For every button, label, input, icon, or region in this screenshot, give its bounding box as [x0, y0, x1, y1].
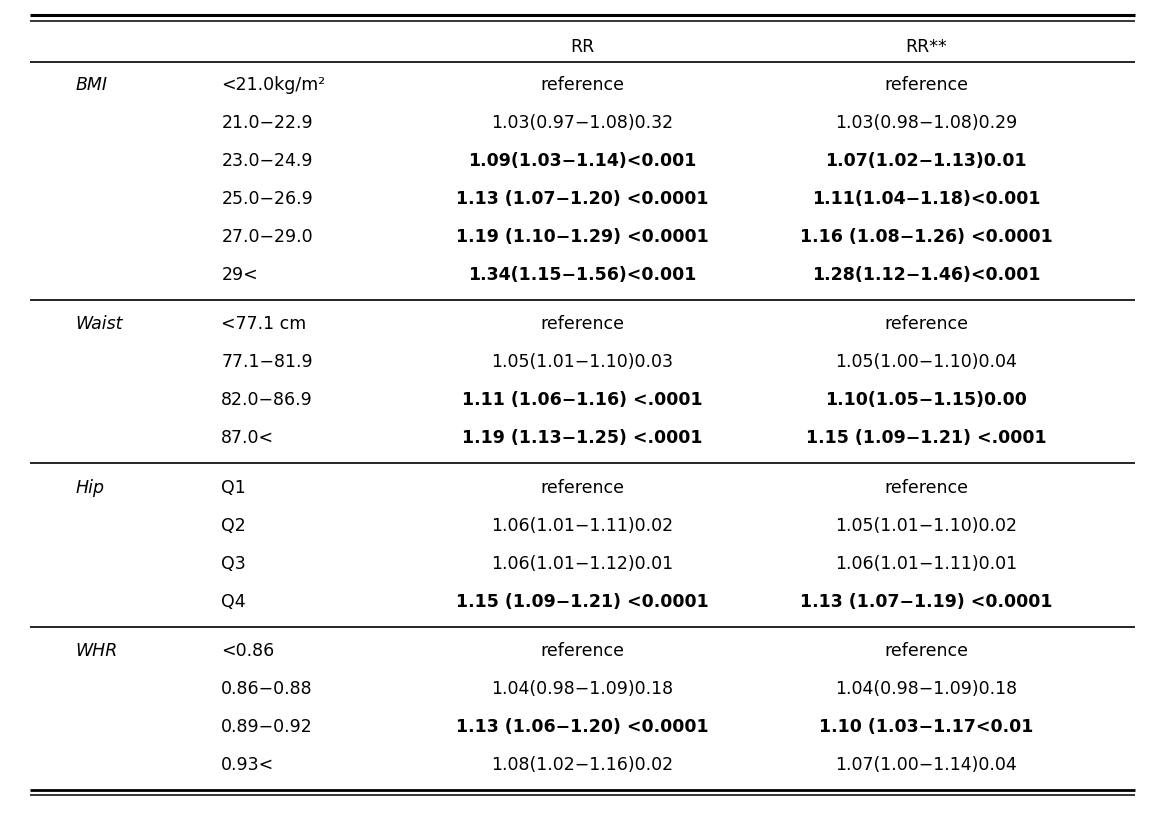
Text: 1.10 (1.03−1.17<0.01: 1.10 (1.03−1.17<0.01: [819, 718, 1033, 737]
Text: 1.07(1.00−1.14)0.04: 1.07(1.00−1.14)0.04: [835, 757, 1017, 774]
Text: 1.06(1.01−1.11)0.01: 1.06(1.01−1.11)0.01: [835, 555, 1017, 573]
Text: 1.34(1.15−1.56)<0.001: 1.34(1.15−1.56)<0.001: [468, 266, 697, 284]
Text: Q1: Q1: [221, 479, 246, 497]
Text: 82.0−86.9: 82.0−86.9: [221, 391, 313, 410]
Text: 1.07(1.02−1.13)0.01: 1.07(1.02−1.13)0.01: [825, 152, 1028, 170]
Text: reference: reference: [884, 642, 968, 660]
Text: reference: reference: [884, 479, 968, 497]
Text: 1.03(0.97−1.08)0.32: 1.03(0.97−1.08)0.32: [492, 114, 673, 132]
Text: 0.93<: 0.93<: [221, 757, 275, 774]
Text: 1.09(1.03−1.14)<0.001: 1.09(1.03−1.14)<0.001: [468, 152, 697, 170]
Text: 77.1−81.9: 77.1−81.9: [221, 354, 313, 371]
Text: 1.15 (1.09−1.21) <.0001: 1.15 (1.09−1.21) <.0001: [806, 430, 1046, 447]
Text: 1.05(1.01−1.10)0.02: 1.05(1.01−1.10)0.02: [835, 517, 1017, 535]
Text: 1.11(1.04−1.18)<0.001: 1.11(1.04−1.18)<0.001: [812, 190, 1040, 208]
Text: 21.0−22.9: 21.0−22.9: [221, 114, 313, 132]
Text: reference: reference: [541, 479, 624, 497]
Text: 1.08(1.02−1.16)0.02: 1.08(1.02−1.16)0.02: [492, 757, 673, 774]
Text: RR**: RR**: [905, 38, 947, 56]
Text: 1.03(0.98−1.08)0.29: 1.03(0.98−1.08)0.29: [835, 114, 1017, 132]
Text: <77.1 cm: <77.1 cm: [221, 315, 306, 334]
Text: 1.16 (1.08−1.26) <0.0001: 1.16 (1.08−1.26) <0.0001: [800, 228, 1052, 246]
Text: 1.11 (1.06−1.16) <.0001: 1.11 (1.06−1.16) <.0001: [463, 391, 702, 410]
Text: 1.15 (1.09−1.21) <0.0001: 1.15 (1.09−1.21) <0.0001: [457, 593, 708, 611]
Text: 27.0−29.0: 27.0−29.0: [221, 228, 313, 246]
Text: Q2: Q2: [221, 517, 246, 535]
Text: 1.05(1.00−1.10)0.04: 1.05(1.00−1.10)0.04: [835, 354, 1017, 371]
Text: Q4: Q4: [221, 593, 246, 611]
Text: 1.28(1.12−1.46)<0.001: 1.28(1.12−1.46)<0.001: [812, 266, 1040, 284]
Text: reference: reference: [541, 315, 624, 334]
Text: <21.0kg/m²: <21.0kg/m²: [221, 76, 325, 94]
Text: 1.05(1.01−1.10)0.03: 1.05(1.01−1.10)0.03: [492, 354, 673, 371]
Text: 1.06(1.01−1.11)0.02: 1.06(1.01−1.11)0.02: [492, 517, 673, 535]
Text: reference: reference: [884, 76, 968, 94]
Text: <0.86: <0.86: [221, 642, 275, 660]
Text: reference: reference: [541, 76, 624, 94]
Text: WHR: WHR: [76, 642, 118, 660]
Text: 1.19 (1.13−1.25) <.0001: 1.19 (1.13−1.25) <.0001: [463, 430, 702, 447]
Text: RR: RR: [571, 38, 594, 56]
Text: 1.19 (1.10−1.29) <0.0001: 1.19 (1.10−1.29) <0.0001: [457, 228, 708, 246]
Text: 87.0<: 87.0<: [221, 430, 275, 447]
Text: reference: reference: [541, 642, 624, 660]
Text: Waist: Waist: [76, 315, 123, 334]
Text: 1.10(1.05−1.15)0.00: 1.10(1.05−1.15)0.00: [825, 391, 1028, 410]
Text: 1.13 (1.06−1.20) <0.0001: 1.13 (1.06−1.20) <0.0001: [457, 718, 708, 737]
Text: 23.0−24.9: 23.0−24.9: [221, 152, 313, 170]
Text: 0.86−0.88: 0.86−0.88: [221, 681, 313, 698]
Text: BMI: BMI: [76, 76, 107, 94]
Text: 1.13 (1.07−1.19) <0.0001: 1.13 (1.07−1.19) <0.0001: [800, 593, 1052, 611]
Text: reference: reference: [884, 315, 968, 334]
Text: 1.13 (1.07−1.20) <0.0001: 1.13 (1.07−1.20) <0.0001: [457, 190, 708, 208]
Text: 25.0−26.9: 25.0−26.9: [221, 190, 313, 208]
Text: 0.89−0.92: 0.89−0.92: [221, 718, 313, 737]
Text: 29<: 29<: [221, 266, 259, 284]
Text: 1.06(1.01−1.12)0.01: 1.06(1.01−1.12)0.01: [492, 555, 673, 573]
Text: 1.04(0.98−1.09)0.18: 1.04(0.98−1.09)0.18: [835, 681, 1017, 698]
Text: Q3: Q3: [221, 555, 246, 573]
Text: Hip: Hip: [76, 479, 105, 497]
Text: 1.04(0.98−1.09)0.18: 1.04(0.98−1.09)0.18: [492, 681, 673, 698]
